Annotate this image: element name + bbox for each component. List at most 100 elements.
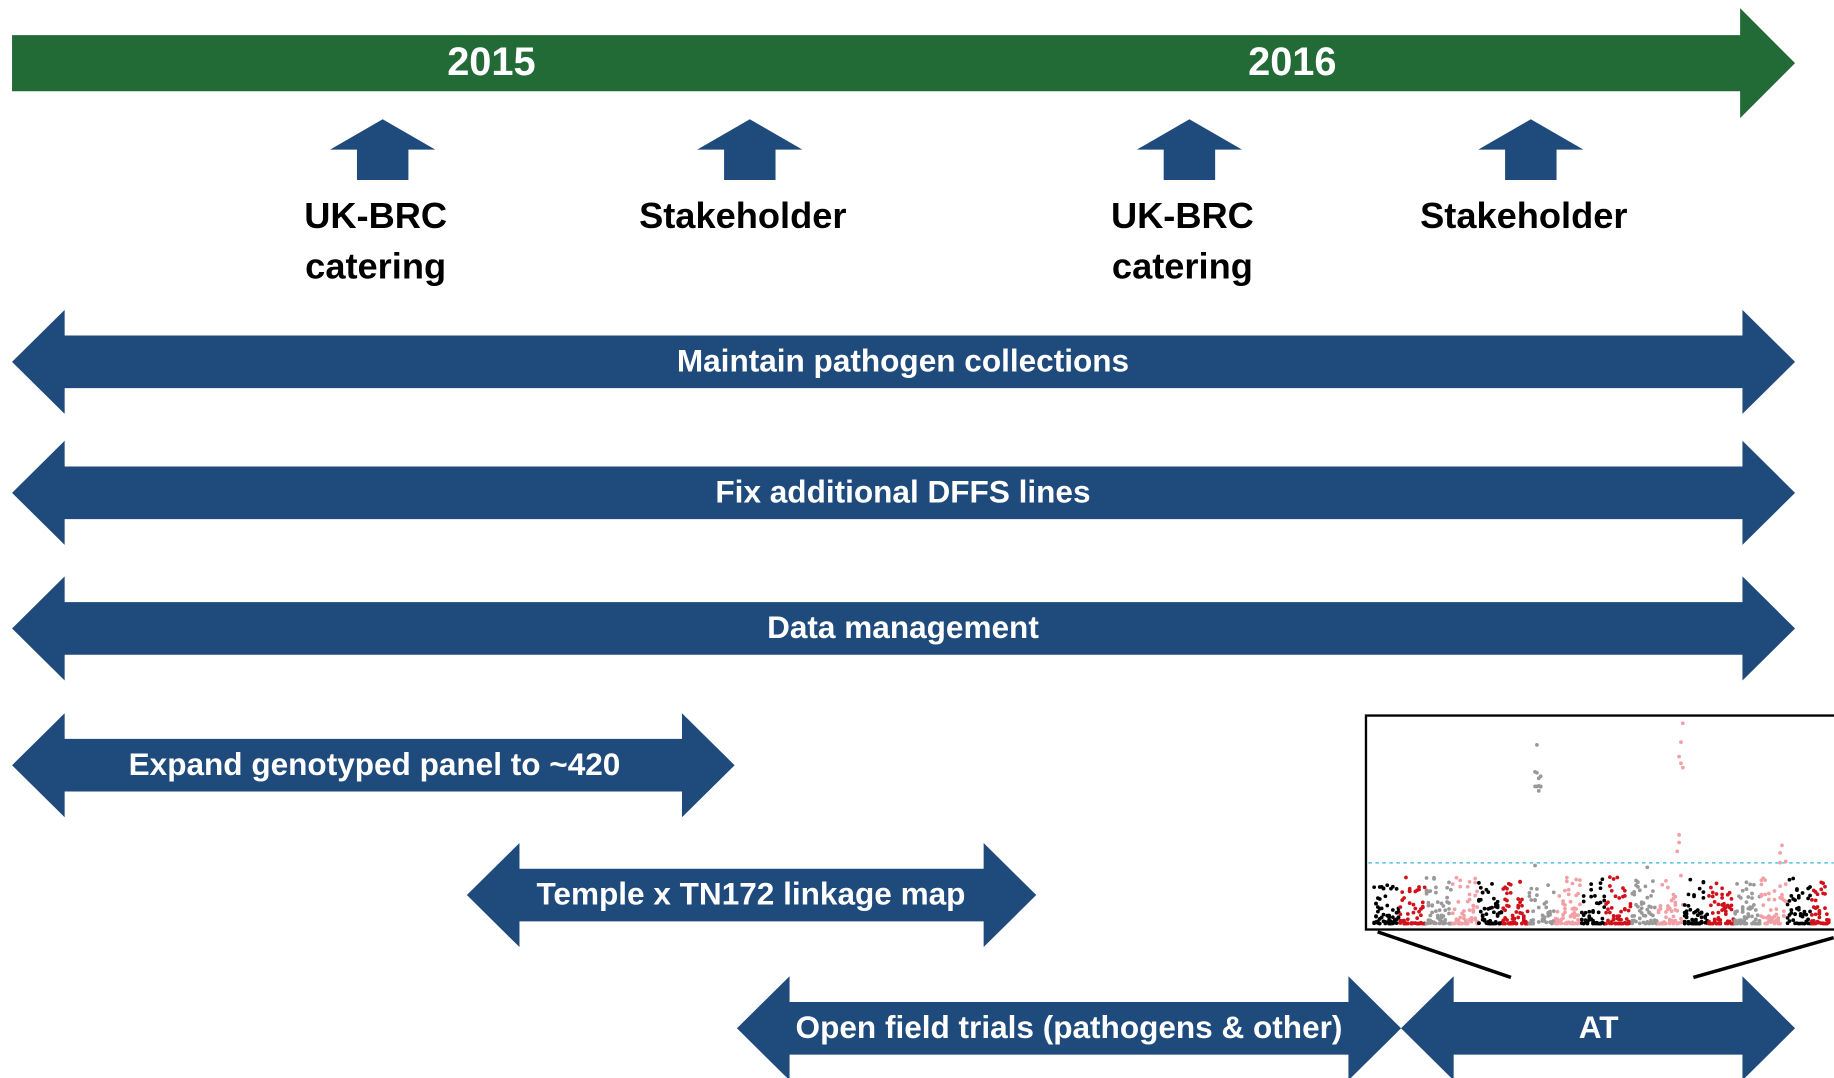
plot-dot (1707, 893, 1711, 898)
plot-dot (1557, 894, 1562, 898)
plot-dot (1806, 917, 1811, 922)
plot-dot (1658, 904, 1663, 908)
plot-dot (1512, 916, 1517, 921)
plot-dot (1664, 910, 1668, 914)
plot-dot (1665, 885, 1670, 890)
plot-dot (1471, 903, 1476, 908)
plot-dot (1561, 916, 1565, 920)
plot-dot (1563, 903, 1567, 907)
plot-dot (1441, 914, 1446, 919)
manhattan-plot-inset (1364, 714, 1834, 980)
plot-dot (1535, 887, 1539, 891)
plot-dot (1525, 909, 1530, 914)
plot-dot (1587, 909, 1592, 914)
plot-dot (1735, 909, 1739, 914)
activity-arrow (12, 309, 1796, 414)
plot-dot (1776, 916, 1781, 920)
plot-dot (1576, 913, 1580, 918)
plot-dot (1430, 903, 1435, 908)
plot-dot (1815, 905, 1820, 909)
plot-dot (1823, 906, 1827, 910)
plot-dot (1680, 721, 1685, 726)
plot-dot (1581, 894, 1586, 898)
plot-dot (1757, 921, 1762, 926)
plot-dot (1710, 890, 1715, 895)
plot-dot (1817, 911, 1822, 916)
plot-dot (1514, 910, 1519, 914)
plot-dot (1402, 918, 1406, 923)
plot-dot (1385, 883, 1390, 888)
plot-dot (1639, 911, 1644, 915)
plot-dot (1607, 910, 1612, 915)
plot-dot (1503, 921, 1507, 926)
plot-dot (1576, 917, 1580, 922)
plot-dot (1548, 909, 1552, 914)
plot-dot (1804, 912, 1809, 917)
plot-dot (1776, 918, 1781, 923)
activity-label: Expand genotyped panel to ~420 (129, 746, 621, 782)
plot-dot (1774, 912, 1779, 917)
plot-dot (1514, 921, 1519, 926)
plot-dot (1632, 889, 1637, 894)
plot-dot (1615, 875, 1620, 880)
plot-dot (1602, 894, 1607, 899)
plot-dot (1600, 916, 1605, 921)
plot-dot (1447, 880, 1451, 885)
plot-dot (1791, 918, 1796, 923)
plot-dot (1759, 882, 1764, 887)
plot-dot (1780, 895, 1784, 900)
activity-arrow (736, 976, 1402, 1078)
plot-dot (1492, 896, 1496, 901)
plot-dot (1720, 892, 1724, 897)
plot-dot (1576, 891, 1580, 896)
activity-arrow (12, 440, 1796, 545)
plot-dot (1785, 916, 1790, 920)
plot-dot (1714, 892, 1719, 896)
plot-dot (1660, 882, 1665, 887)
milestone-label: UK-BRC (304, 195, 447, 236)
plot-dot (1473, 916, 1478, 921)
plot-dot (1651, 879, 1655, 883)
year-label: 2015 (447, 40, 535, 84)
plot-dot (1621, 886, 1625, 890)
plot-dot (1783, 882, 1788, 887)
plot-dot (1677, 833, 1681, 837)
plot-dot (1413, 906, 1418, 911)
plot-dot (1714, 881, 1719, 886)
plot-dot (1564, 875, 1569, 880)
plot-dot (1738, 895, 1743, 900)
plot-dot (1462, 909, 1466, 913)
plot-dot (1456, 900, 1461, 904)
plot-dot (1781, 909, 1786, 914)
plot-dot (1753, 917, 1758, 922)
plot-dot (1606, 918, 1610, 923)
plot-dot (1434, 890, 1438, 895)
plot-dot (1810, 913, 1814, 917)
plot-dot (1701, 895, 1706, 900)
plot-dot (1505, 886, 1509, 891)
milestone-arrow (1478, 119, 1584, 181)
plot-dot (1710, 911, 1715, 915)
plot-dot (1783, 859, 1788, 864)
plot-dot (1533, 897, 1537, 902)
plot-dot (1800, 891, 1805, 895)
plot-dot (1746, 912, 1751, 916)
plot-dot (1606, 900, 1610, 905)
plot-dot (1503, 908, 1507, 913)
plot-dot (1723, 909, 1728, 914)
plot-dot (1675, 908, 1680, 913)
plot-dot (1508, 891, 1513, 895)
plot-dot (1529, 886, 1534, 891)
plot-dot (1682, 919, 1687, 924)
plot-dot (1752, 882, 1756, 887)
plot-dot (1637, 916, 1642, 921)
plot-dot (1420, 900, 1425, 905)
plot-dot (1652, 905, 1657, 910)
plot-dot (1753, 908, 1758, 912)
plot-dot (1424, 876, 1429, 880)
plot-dot (1394, 921, 1399, 925)
plot-dot (1626, 908, 1631, 913)
plot-dot (1516, 905, 1521, 910)
plot-dot (1645, 895, 1650, 900)
